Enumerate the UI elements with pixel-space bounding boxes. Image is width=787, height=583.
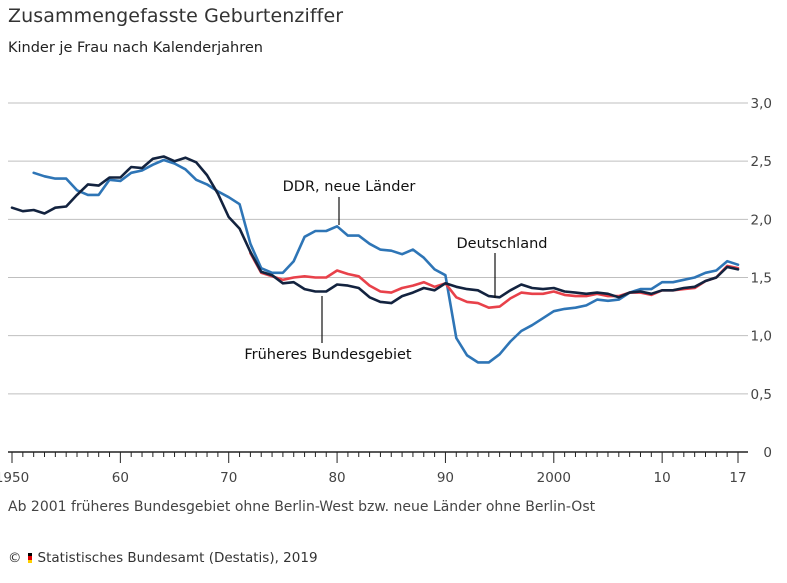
x-tick-label: 1950	[0, 470, 29, 486]
series-line-0	[10, 155, 740, 305]
y-tick-label: 0	[763, 445, 772, 461]
source-text: Statistisches Bundesamt (Destatis), 2019	[37, 550, 318, 566]
annotations: DDR, neue Länder Deutschland Früheres Bund…	[244, 179, 547, 363]
annotation-label: Früheres Bundesgebiet	[244, 347, 412, 363]
annotation-label: DDR, neue Länder	[283, 179, 416, 195]
y-tick-label: 1,0	[751, 329, 772, 345]
x-axis: 1950 60 70 80 90 2000 10 17	[0, 451, 748, 486]
y-tick-label: 1,5	[751, 271, 772, 287]
flag-stripe-black	[27, 553, 32, 557]
copyright-symbol: ©	[8, 550, 22, 566]
source-line: © Statistisches Bundesamt (Destatis), 20…	[8, 550, 318, 566]
x-tick-label: 17	[729, 470, 746, 486]
data-series	[10, 155, 740, 364]
y-tick-label: 3,0	[751, 96, 772, 112]
chart-subtitle: Kinder je Frau nach Kalenderjahren	[8, 40, 263, 56]
x-tick-label: 70	[220, 470, 237, 486]
series-line-1	[249, 251, 740, 310]
x-tick-label: 10	[654, 470, 671, 486]
flag-stripe-red	[27, 556, 32, 560]
grid-lines	[8, 102, 748, 395]
y-tick-label: 2,5	[751, 154, 772, 170]
y-tick-label: 0,5	[751, 387, 772, 403]
annotation-label: Deutschland	[457, 236, 548, 252]
footnote: Ab 2001 früheres Bundesgebiet ohne Berli…	[8, 499, 596, 515]
series-line-2	[32, 158, 740, 364]
german-flag-icon	[27, 553, 32, 563]
flag-stripe-gold	[27, 559, 32, 563]
chart-title: Zusammengefasste Geburtenziffer	[8, 5, 344, 27]
y-tick-label: 2,0	[751, 212, 772, 228]
y-axis-tick-labels: 0 0,5 1,0 1,5 2,0 2,5 3,0	[751, 96, 772, 461]
x-tick-label: 60	[112, 470, 129, 486]
x-tick-label: 80	[328, 470, 345, 486]
x-tick-label: 90	[437, 470, 454, 486]
x-tick-label: 2000	[537, 470, 571, 486]
